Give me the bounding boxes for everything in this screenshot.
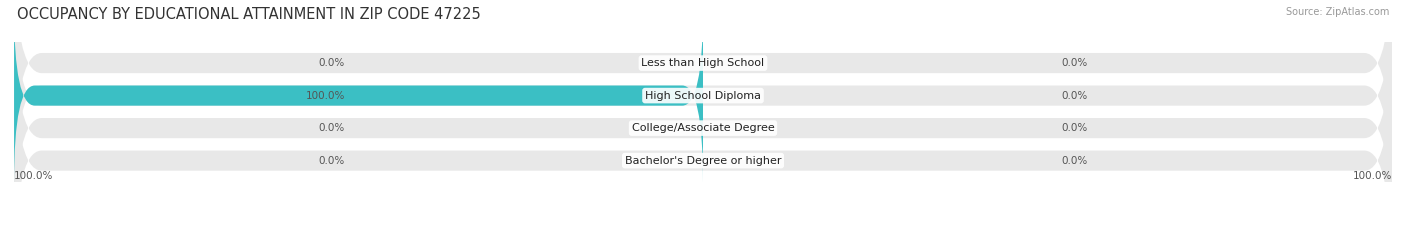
Text: Source: ZipAtlas.com: Source: ZipAtlas.com <box>1285 7 1389 17</box>
Text: 0.0%: 0.0% <box>319 123 344 133</box>
Text: 0.0%: 0.0% <box>1062 58 1087 68</box>
Text: OCCUPANCY BY EDUCATIONAL ATTAINMENT IN ZIP CODE 47225: OCCUPANCY BY EDUCATIONAL ATTAINMENT IN Z… <box>17 7 481 22</box>
Text: 0.0%: 0.0% <box>1062 123 1087 133</box>
Text: Less than High School: Less than High School <box>641 58 765 68</box>
FancyBboxPatch shape <box>14 8 703 183</box>
Text: College/Associate Degree: College/Associate Degree <box>631 123 775 133</box>
Text: 0.0%: 0.0% <box>319 156 344 166</box>
Legend: Owner-occupied, Renter-occupied: Owner-occupied, Renter-occupied <box>589 230 817 233</box>
FancyBboxPatch shape <box>14 8 1392 233</box>
Text: 0.0%: 0.0% <box>319 58 344 68</box>
FancyBboxPatch shape <box>14 0 1392 216</box>
Text: 100.0%: 100.0% <box>14 171 53 181</box>
Text: High School Diploma: High School Diploma <box>645 91 761 101</box>
Text: Bachelor's Degree or higher: Bachelor's Degree or higher <box>624 156 782 166</box>
Text: 100.0%: 100.0% <box>1353 171 1392 181</box>
Text: 0.0%: 0.0% <box>1062 91 1087 101</box>
FancyBboxPatch shape <box>14 41 1392 233</box>
Text: 0.0%: 0.0% <box>1062 156 1087 166</box>
FancyBboxPatch shape <box>14 0 1392 183</box>
Text: 100.0%: 100.0% <box>305 91 344 101</box>
